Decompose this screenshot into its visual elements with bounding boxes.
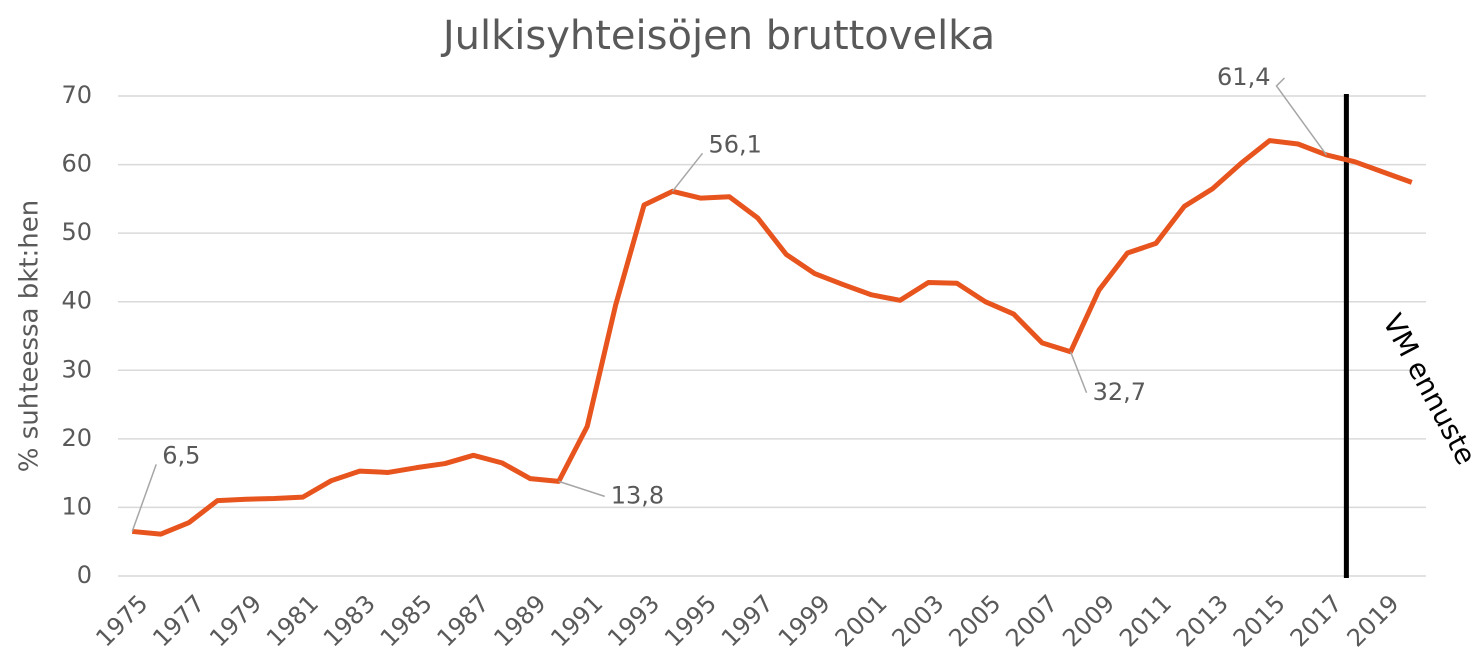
- x-tick-label: 1987: [432, 589, 495, 652]
- x-tick-label: 1999: [773, 589, 836, 652]
- leader-line: [1069, 351, 1088, 394]
- leader-line: [558, 480, 605, 498]
- data-label: 32,7: [1093, 378, 1146, 406]
- data-label: 13,8: [611, 481, 664, 509]
- x-tick-label: 2001: [830, 589, 893, 652]
- x-tick-label: 2007: [1000, 589, 1063, 652]
- leader-line: [1275, 77, 1328, 156]
- x-tick-label: 2011: [1114, 589, 1177, 652]
- y-tick-label: 40: [61, 287, 92, 315]
- x-tick-label: 2019: [1342, 589, 1405, 652]
- chart-title: Julkisyhteisöjen bruttovelka: [440, 13, 995, 59]
- forecast-label: VM ennuste: [1376, 308, 1483, 470]
- leader-line: [671, 152, 704, 192]
- x-tick-label: 2009: [1057, 589, 1120, 652]
- x-tick-label: 1981: [261, 589, 324, 652]
- y-tick-label: 60: [61, 150, 92, 178]
- data-label: 56,1: [708, 130, 761, 158]
- y-tick-label: 20: [61, 424, 92, 452]
- leader-line: [131, 464, 157, 532]
- x-tick-label: 1995: [659, 589, 722, 652]
- y-tick-label: 50: [61, 218, 92, 246]
- y-tick-label: 10: [61, 492, 92, 520]
- x-tick-label: 1975: [90, 589, 153, 652]
- y-tick-label: 70: [61, 81, 92, 109]
- y-tick-label: 0: [77, 561, 92, 589]
- x-tick-label: 1985: [375, 589, 438, 652]
- x-tick-label: 2015: [1228, 589, 1291, 652]
- x-tick-label: 1997: [716, 589, 779, 652]
- data-label: 6,5: [162, 441, 200, 469]
- x-tick-label: 2005: [943, 589, 1006, 652]
- y-tick-label: 30: [61, 355, 92, 383]
- x-tick-label: 1979: [204, 589, 267, 652]
- x-tick-label: 1983: [318, 589, 381, 652]
- x-tick-label: 2003: [887, 589, 950, 652]
- data-label: 61,4: [1217, 63, 1270, 91]
- y-axis-title: % suhteessa bkt:hen: [15, 200, 45, 472]
- x-tick-label: 1991: [545, 589, 608, 652]
- x-tick-label: 2013: [1171, 589, 1234, 652]
- x-tick-label: 1993: [602, 589, 665, 652]
- x-tick-label: 2017: [1285, 589, 1348, 652]
- x-tick-label: 1989: [489, 589, 552, 652]
- data-line: [131, 138, 1413, 537]
- x-tick-label: 1977: [147, 589, 210, 652]
